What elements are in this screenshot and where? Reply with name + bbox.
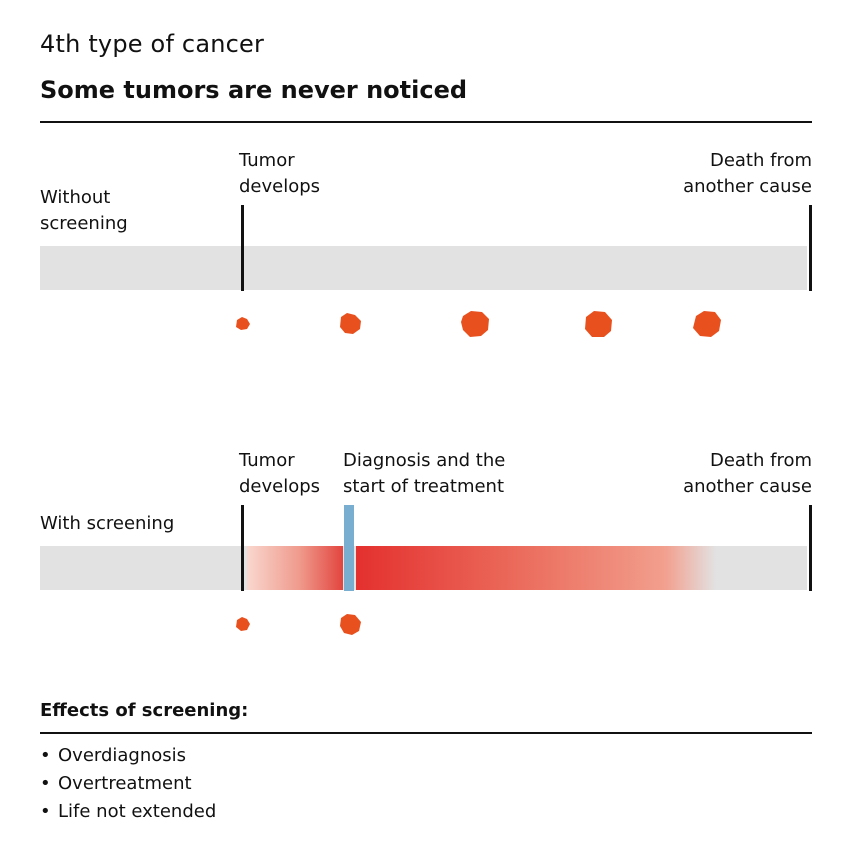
timeline-track-without-screening xyxy=(40,246,807,290)
tumor-progression-band xyxy=(247,546,343,590)
tumor-icon xyxy=(236,317,250,330)
row-label-without-screening: Without screening xyxy=(40,187,128,234)
diagnosis-label: Diagnosis and the start of treatment xyxy=(343,450,506,497)
tumor-icon xyxy=(340,313,361,334)
bullet-icon: • xyxy=(40,773,51,794)
tumor-develops-tick xyxy=(241,205,244,291)
tumor-icon xyxy=(461,311,489,337)
death-label: Death from another cause xyxy=(683,150,812,197)
treatment-band xyxy=(356,546,716,590)
tumor-develops-label: Tumor develops xyxy=(239,150,321,197)
tumor-develops-tick xyxy=(241,505,244,591)
diagnosis-marker xyxy=(344,505,354,591)
bullet-icon: • xyxy=(40,801,51,822)
page-title: Some tumors are never noticed xyxy=(40,76,468,104)
effect-item: • Overdiagnosis xyxy=(40,742,216,770)
effect-item: • Life not extended xyxy=(40,798,216,826)
effects-divider xyxy=(40,732,812,734)
death-label: Death from another cause xyxy=(683,450,812,497)
effect-item-label: Overtreatment xyxy=(58,773,192,794)
tumor-icon xyxy=(693,311,721,337)
effect-item: • Overtreatment xyxy=(40,770,216,798)
row-label-with-screening: With screening xyxy=(40,513,175,534)
tumor-screening-row xyxy=(236,614,361,635)
title-divider xyxy=(40,121,812,123)
effects-list: • Overdiagnosis • Overtreatment • Life not … xyxy=(40,742,216,826)
effect-item-label: Overdiagnosis xyxy=(58,745,187,766)
death-tick xyxy=(809,505,812,591)
tumor-develops-label: Tumor develops xyxy=(239,450,321,497)
death-tick xyxy=(809,205,812,291)
effect-item-label: Life not extended xyxy=(58,801,217,822)
effects-title: Effects of screening: xyxy=(40,700,249,721)
kicker-text: 4th type of cancer xyxy=(40,30,265,58)
tumor-icon xyxy=(585,311,612,337)
bullet-icon: • xyxy=(40,745,51,766)
tumor-icon xyxy=(340,614,361,635)
tumor-icon xyxy=(236,617,250,631)
tumor-growth-row xyxy=(236,311,721,337)
